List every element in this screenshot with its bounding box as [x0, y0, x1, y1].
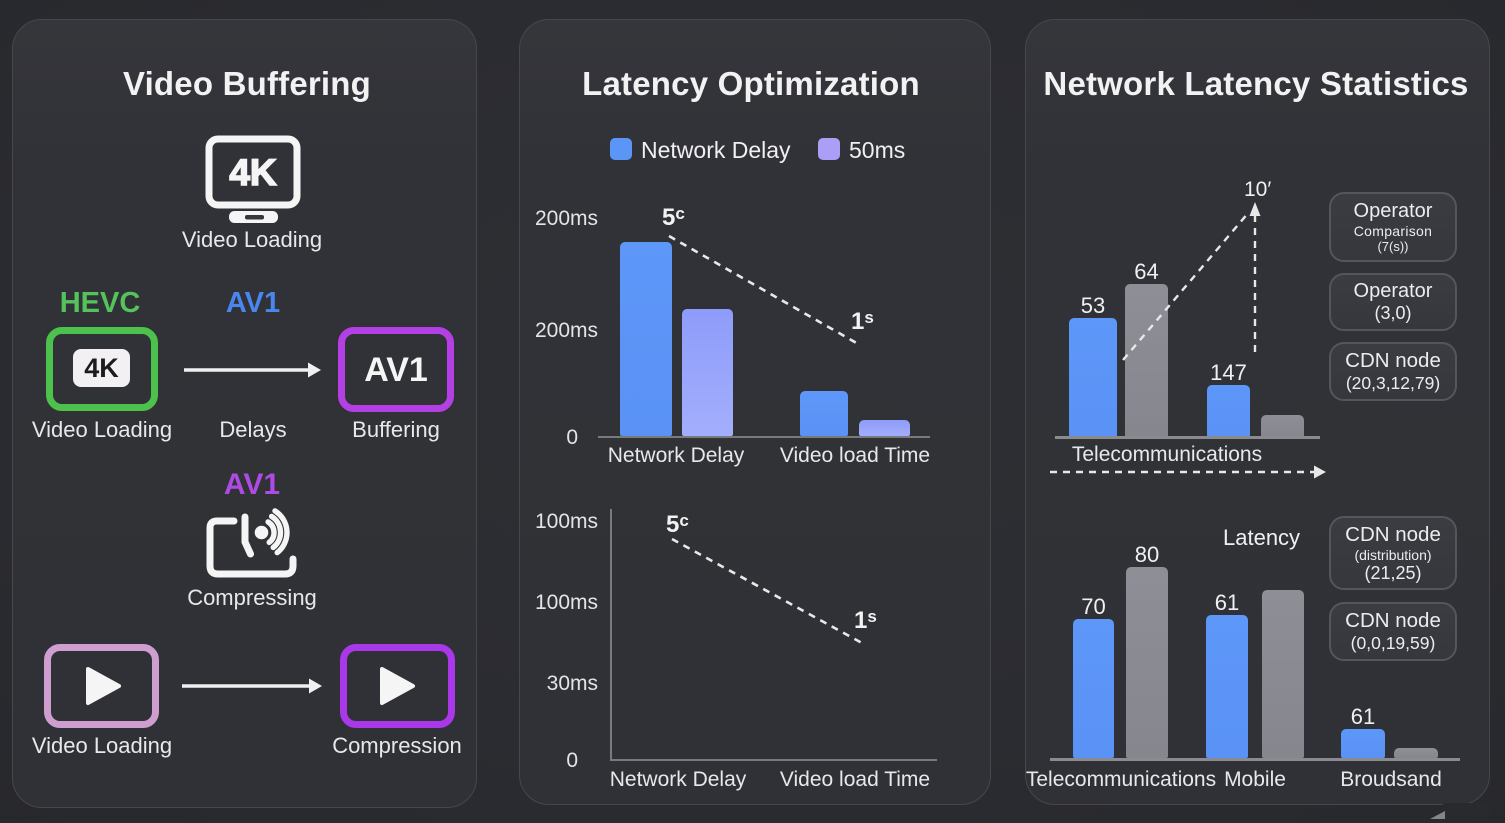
svg-text:4K: 4K [229, 152, 277, 193]
